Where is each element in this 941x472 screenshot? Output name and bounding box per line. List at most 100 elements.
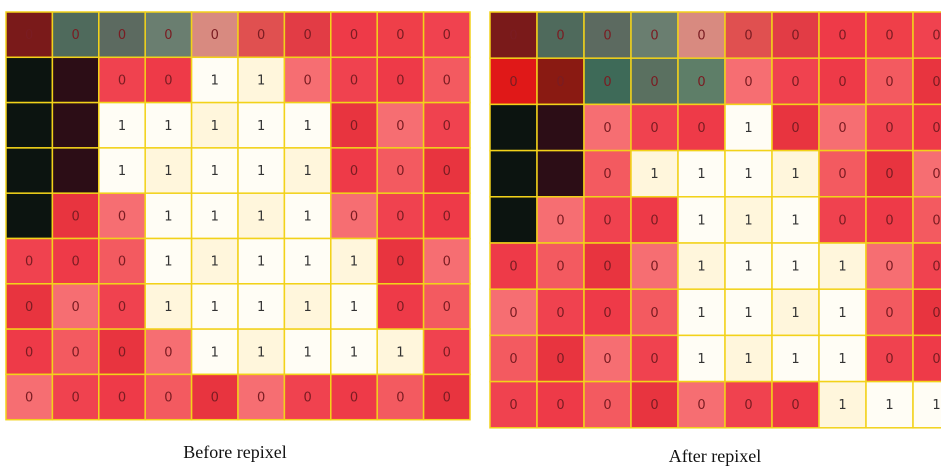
cell-value: 0 [791,121,799,136]
cell-value: 0 [71,391,79,406]
cell-value: 0 [885,213,893,228]
cell-value: 1 [257,255,265,270]
pixel-cell [6,103,52,148]
cell-value: 0 [932,121,940,136]
cell-value: 0 [25,391,33,406]
cell-value: 0 [443,345,451,360]
cell-value: 0 [650,398,658,413]
cell-value: 0 [443,28,451,43]
cell-value: 0 [71,28,79,43]
cell-value: 0 [556,306,564,321]
cell-value: 0 [350,209,358,224]
pixel-cell [6,148,52,193]
cell-value: 0 [303,73,311,88]
cell-value: 1 [211,119,219,134]
cell-value: 0 [257,391,265,406]
cell-value: 0 [211,391,219,406]
cell-value: 1 [744,352,752,367]
cell-value: 0 [396,255,404,270]
cell-value: 0 [396,164,404,179]
cell-value: 1 [164,164,172,179]
cell-value: 1 [744,213,752,228]
cell-value: 0 [556,213,564,228]
cell-value: 0 [697,75,705,90]
cell-value: 0 [603,167,611,182]
cell-value: 1 [164,119,172,134]
cell-value: 0 [932,352,940,367]
cell-value: 1 [885,398,893,413]
cell-value: 0 [932,213,940,228]
cell-value: 0 [932,75,940,90]
cell-value: 0 [396,300,404,315]
cell-value: 0 [838,167,846,182]
cell-value: 0 [697,29,705,44]
cell-value: 0 [350,28,358,43]
cell-value: 0 [838,121,846,136]
cell-value: 1 [211,164,219,179]
cell-value: 0 [509,75,517,90]
cell-value: 0 [885,260,893,275]
cell-value: 0 [118,28,126,43]
cell-value: 0 [118,345,126,360]
cell-value: 0 [25,28,33,43]
cell-value: 1 [791,260,799,275]
cell-value: 0 [118,73,126,88]
cell-value: 1 [350,345,358,360]
cell-value: 0 [603,213,611,228]
cell-value: 1 [211,255,219,270]
cell-value: 1 [257,345,265,360]
pixel-cell [52,148,98,193]
cell-value: 0 [396,119,404,134]
cell-value: 0 [443,209,451,224]
cell-value: 0 [791,75,799,90]
cell-value: 1 [838,398,846,413]
cell-value: 0 [509,306,517,321]
cell-value: 0 [603,29,611,44]
cell-value: 0 [791,29,799,44]
cell-value: 0 [350,73,358,88]
cell-value: 1 [211,300,219,315]
cell-value: 0 [932,306,940,321]
cell-value: 0 [25,255,33,270]
cell-value: 0 [25,345,33,360]
pixel-cell [537,104,584,150]
cell-value: 0 [603,398,611,413]
cell-value: 1 [791,167,799,182]
cell-value: 0 [885,121,893,136]
cell-value: 0 [556,260,564,275]
cell-value: 1 [697,306,705,321]
pixel-cell [6,57,52,102]
pixel-cell [52,57,98,102]
cell-value: 1 [303,255,311,270]
cell-value: 0 [838,75,846,90]
cell-value: 0 [164,73,172,88]
cell-value: 0 [744,75,752,90]
cell-value: 0 [650,306,658,321]
cell-value: 1 [303,300,311,315]
cell-value: 1 [650,167,658,182]
cell-value: 0 [443,300,451,315]
cell-value: 1 [791,306,799,321]
cell-value: 1 [164,300,172,315]
cell-value: 0 [603,260,611,275]
cell-value: 1 [350,255,358,270]
cell-value: 0 [350,119,358,134]
pixel-cell [6,193,52,238]
cell-value: 0 [509,398,517,413]
cell-value: 0 [603,306,611,321]
cell-value: 1 [211,345,219,360]
cell-value: 1 [838,306,846,321]
cell-value: 0 [71,300,79,315]
cell-value: 0 [350,164,358,179]
cell-value: 0 [697,398,705,413]
cell-value: 0 [443,119,451,134]
pixel-cell [490,151,537,197]
cell-value: 0 [257,28,265,43]
cell-value: 1 [303,164,311,179]
cell-value: 0 [443,391,451,406]
cell-value: 1 [697,213,705,228]
cell-value: 1 [257,164,265,179]
pixel-cell [490,104,537,150]
cell-value: 0 [650,260,658,275]
cell-value: 0 [603,75,611,90]
